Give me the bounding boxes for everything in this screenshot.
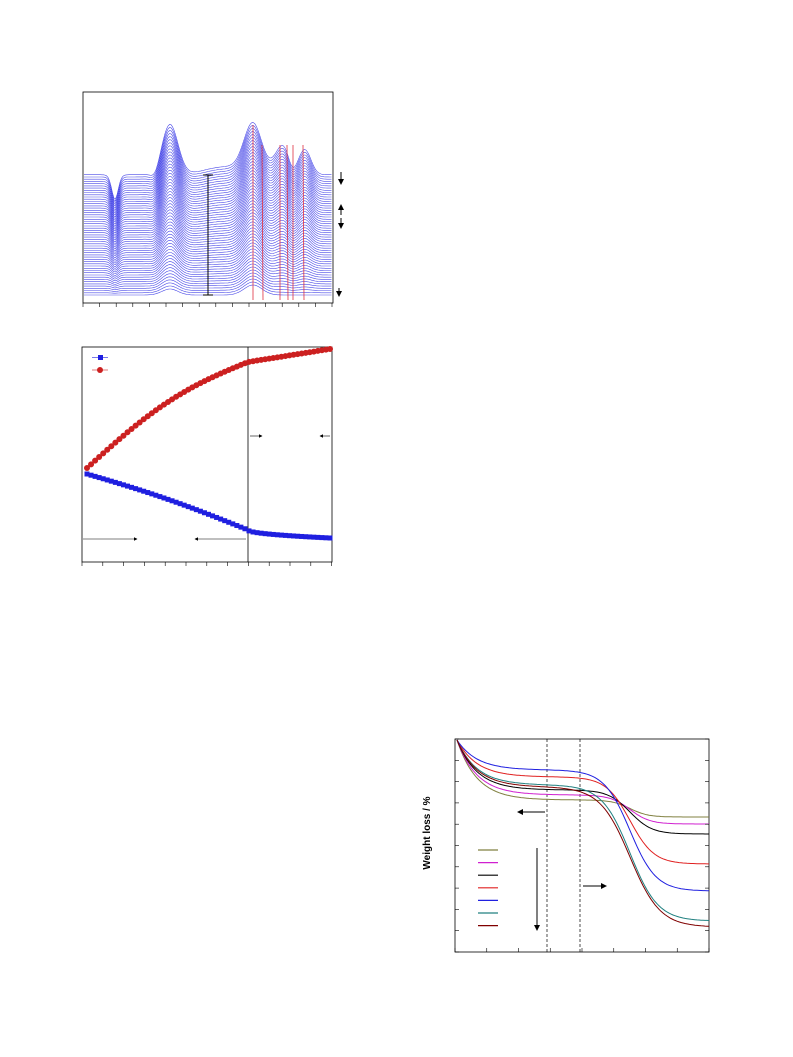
blue-point xyxy=(173,499,179,505)
blue-point xyxy=(214,514,220,520)
red-point xyxy=(108,443,115,450)
red-point xyxy=(132,422,139,429)
blue-point xyxy=(234,523,240,529)
red-point xyxy=(100,450,107,457)
blue-point xyxy=(145,490,151,496)
blue-point xyxy=(274,532,280,538)
red-point xyxy=(104,446,111,453)
blue-point xyxy=(323,535,329,541)
scatter-figure xyxy=(81,346,333,566)
blue-point xyxy=(206,511,211,517)
blue-point xyxy=(84,471,90,477)
blue-point xyxy=(266,531,272,537)
blue-point xyxy=(303,534,309,540)
blue-point xyxy=(210,513,216,519)
blue-point xyxy=(92,473,98,479)
red-point xyxy=(96,454,103,461)
blue-point xyxy=(307,534,313,540)
blue-point xyxy=(315,534,321,540)
blue-point xyxy=(287,533,292,539)
tga-curve xyxy=(456,739,709,818)
blue-point xyxy=(177,501,183,507)
blue-point xyxy=(250,529,256,535)
blue-point xyxy=(96,475,102,481)
blue-point xyxy=(242,526,248,532)
blue-point xyxy=(311,534,317,540)
blue-point xyxy=(129,484,135,490)
tga-curve xyxy=(456,739,709,835)
red-point xyxy=(327,346,333,352)
marker-line xyxy=(261,144,264,301)
blue-point xyxy=(278,532,284,538)
blue-point xyxy=(108,478,114,484)
spectra-figure xyxy=(82,91,344,307)
blue-point xyxy=(149,491,155,497)
blue-point xyxy=(226,519,232,525)
blue-point xyxy=(258,530,264,536)
blue-point xyxy=(197,508,203,514)
spectrum xyxy=(84,128,332,203)
blue-point xyxy=(165,496,171,502)
blue-point xyxy=(189,505,195,511)
blue-point xyxy=(120,482,126,488)
y-axis-label: Weight loss / % xyxy=(422,796,433,869)
blue-point xyxy=(125,483,130,489)
blue-point xyxy=(201,510,207,516)
spectrum xyxy=(84,122,332,200)
red-point xyxy=(140,416,147,423)
blue-point xyxy=(270,531,276,537)
marker-line xyxy=(302,144,305,301)
blue-point xyxy=(169,498,175,504)
blue-point xyxy=(299,533,305,539)
blue-point xyxy=(104,477,110,483)
blue-point xyxy=(319,535,325,541)
blue-point xyxy=(254,530,260,536)
tga-curve xyxy=(456,739,710,921)
tga-curve xyxy=(456,739,709,825)
blue-point xyxy=(238,524,244,530)
tga-curve xyxy=(456,739,710,927)
blue-point xyxy=(161,495,167,501)
red-point xyxy=(92,457,99,464)
blue-point xyxy=(153,492,159,498)
red-point xyxy=(112,439,119,446)
blue-point xyxy=(295,533,301,539)
blue-point xyxy=(116,481,122,487)
blue-point xyxy=(185,504,191,510)
red-point xyxy=(84,465,90,471)
marker-line xyxy=(286,144,289,301)
red-point xyxy=(88,461,95,468)
blue-point xyxy=(141,488,147,494)
red-point xyxy=(124,429,131,436)
blue-point xyxy=(181,502,187,508)
blue-point xyxy=(230,521,236,527)
blue-point xyxy=(246,528,252,534)
blue-point xyxy=(112,479,118,485)
red-point xyxy=(120,432,127,439)
red-point xyxy=(116,436,123,443)
blue-point xyxy=(282,532,288,538)
tga-curve xyxy=(456,739,709,865)
blue-point xyxy=(88,472,94,478)
spectrum xyxy=(84,125,332,202)
blue-point xyxy=(291,533,297,539)
tga-figure: Weight loss / % xyxy=(422,738,710,953)
blue-point xyxy=(157,494,163,500)
blue-point xyxy=(327,535,333,541)
blue-point xyxy=(262,531,268,537)
blue-point xyxy=(137,487,143,493)
blue-point xyxy=(193,507,199,513)
blue-point xyxy=(218,516,224,522)
blue-point xyxy=(100,476,106,482)
tga-curve xyxy=(456,739,709,892)
red-point xyxy=(128,425,135,432)
red-point xyxy=(136,419,143,426)
blue-point xyxy=(133,486,139,492)
blue-point xyxy=(222,518,228,524)
